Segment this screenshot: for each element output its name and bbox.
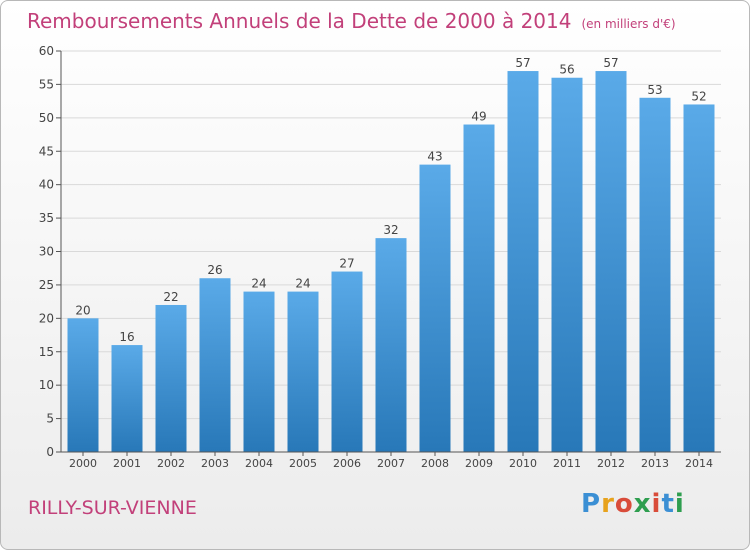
y-tick-label: 25 (39, 278, 54, 292)
x-tick-label: 2003 (201, 457, 229, 470)
y-tick-label: 5 (46, 412, 54, 426)
x-tick-label: 2006 (333, 457, 361, 470)
x-tick-label: 2009 (465, 457, 493, 470)
y-tick-label: 50 (39, 111, 54, 125)
bar-value-label: 27 (339, 257, 354, 271)
chart-unit: (en milliers d'€) (581, 17, 676, 31)
y-tick-label: 55 (39, 77, 54, 91)
bar-2009 (463, 124, 495, 453)
x-tick-label: 2013 (641, 457, 669, 470)
bar-value-label: 32 (383, 223, 398, 237)
bar-2001 (111, 345, 143, 452)
logo-letter: i (651, 489, 662, 519)
chart-title: Remboursements Annuels de la Dette de 20… (27, 9, 676, 33)
chart-title-text: Remboursements Annuels de la Dette de 20… (27, 9, 572, 33)
logo-letter: r (601, 489, 615, 519)
bar-value-label: 16 (119, 330, 134, 344)
y-tick-label: 60 (39, 44, 54, 58)
bar-2006 (331, 271, 363, 452)
y-tick-label: 20 (39, 311, 54, 325)
x-tick-label: 2014 (685, 457, 713, 470)
y-tick-label: 35 (39, 211, 54, 225)
bar-2010 (507, 71, 539, 453)
bar-value-label: 53 (647, 83, 662, 97)
logo-letter: P (581, 489, 602, 519)
y-tick-label: 10 (39, 378, 54, 392)
x-tick-label: 2011 (553, 457, 581, 470)
bar-value-label: 43 (427, 150, 442, 164)
bar-2013 (639, 97, 671, 453)
x-tick-label: 2001 (113, 457, 141, 470)
proxiti-logo: Proxiti (581, 489, 685, 519)
bar-value-label: 57 (603, 56, 618, 70)
bar-2014 (683, 104, 715, 452)
bar-2008 (419, 164, 451, 452)
y-tick-label: 45 (39, 144, 54, 158)
bar-2005 (287, 291, 319, 452)
bar-2007 (375, 238, 407, 452)
axis-layer: 0 5 10 15 20 25 30 35 40 45 50 55 60 2000 2001 2002 2003… (39, 44, 721, 470)
bar-2011 (551, 77, 583, 452)
bar-value-label: 20 (75, 303, 90, 317)
x-tick-label: 2012 (597, 457, 625, 470)
bar-2003 (199, 278, 231, 452)
bar-value-label: 56 (559, 63, 574, 77)
y-tick-label: 15 (39, 345, 54, 359)
bar-value-label: 52 (691, 89, 706, 103)
x-tick-label: 2002 (157, 457, 185, 470)
x-tick-label: 2000 (69, 457, 97, 470)
bar-value-label: 24 (295, 277, 310, 291)
y-tick-label: 30 (39, 245, 54, 259)
x-tick-label: 2004 (245, 457, 273, 470)
bar-value-label: 22 (163, 290, 178, 304)
y-tick-label: 0 (46, 445, 54, 459)
place-name: RILLY-SUR-VIENNE (28, 497, 197, 519)
bars-layer: 20 16 22 26 24 24 27 32 43 49 57 56 57 53 52 (67, 56, 715, 453)
bar-2004 (243, 291, 275, 452)
bar-value-label: 24 (251, 277, 266, 291)
logo-letter: x (633, 489, 652, 519)
bar-value-label: 26 (207, 263, 222, 277)
bar-2000 (67, 318, 99, 452)
bar-value-label: 57 (515, 56, 530, 70)
logo-letter: i (674, 489, 685, 519)
y-tick-label: 40 (39, 178, 54, 192)
logo-letter: t (661, 489, 675, 519)
x-tick-label: 2007 (377, 457, 405, 470)
bar-2012 (595, 71, 627, 453)
bar-2002 (155, 304, 187, 452)
x-tick-label: 2008 (421, 457, 449, 470)
logo-letter: o (614, 489, 634, 519)
x-tick-label: 2010 (509, 457, 537, 470)
x-tick-label: 2005 (289, 457, 317, 470)
bar-value-label: 49 (471, 110, 486, 124)
